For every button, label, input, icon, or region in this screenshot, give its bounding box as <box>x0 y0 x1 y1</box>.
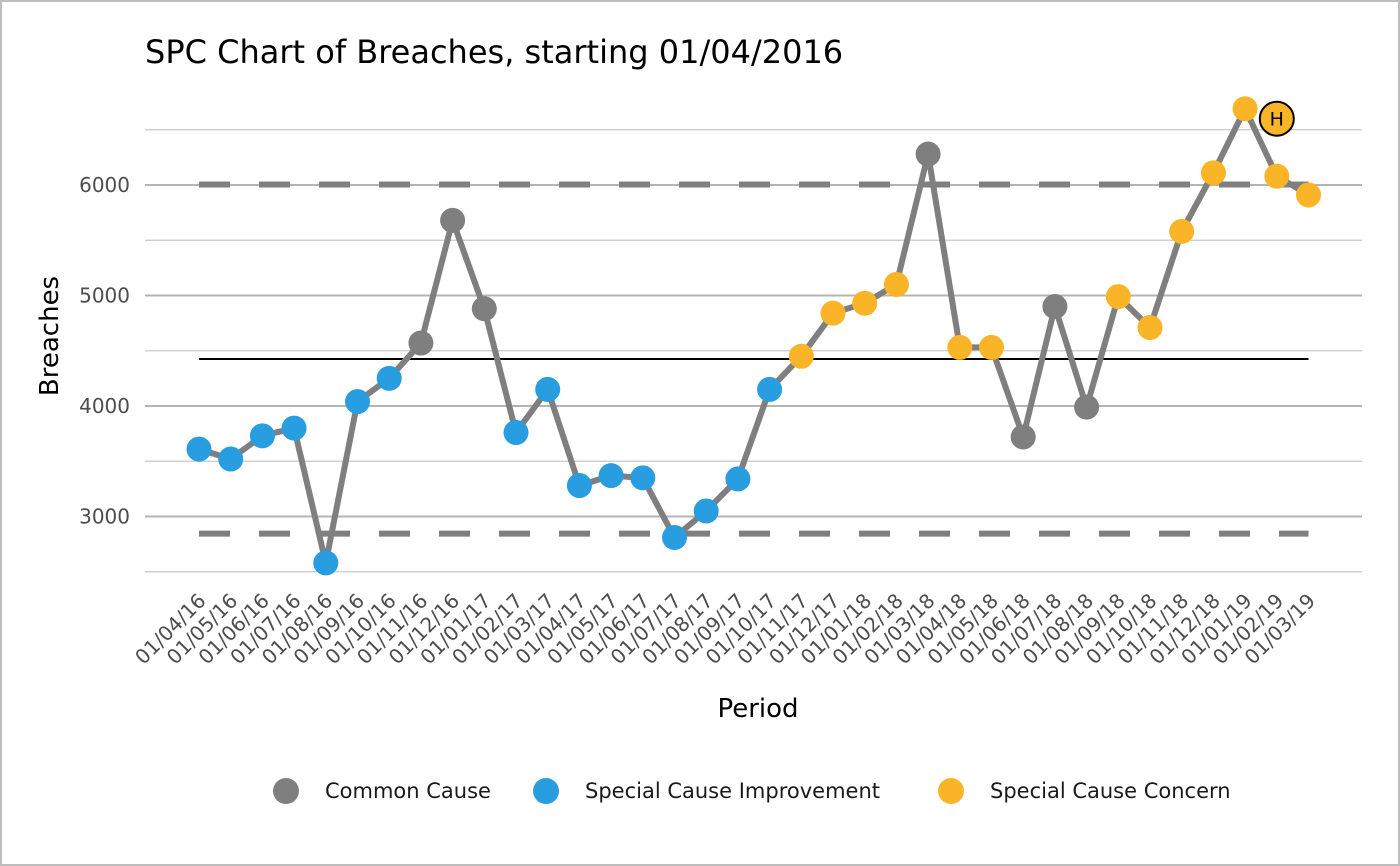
data-point-01/02/17 <box>503 420 529 446</box>
data-point-01/06/16 <box>249 423 275 449</box>
x-axis-ticks: 01/04/1601/05/1601/06/1601/07/1601/08/16… <box>130 589 1320 669</box>
data-point-01/09/16 <box>345 389 370 415</box>
data-point-01/12/18 <box>1200 160 1226 186</box>
data-point-01/03/19 <box>1296 182 1321 208</box>
data-point-01/08/18 <box>1074 394 1100 420</box>
y-tick-label: 6000 <box>79 173 130 197</box>
legend-label-concern: Special Cause Concern <box>990 779 1231 803</box>
legend-label-improvement: Special Cause Improvement <box>585 779 880 803</box>
data-points <box>186 96 1321 576</box>
y-axis-ticks: 3000 4000 5000 6000 <box>79 173 130 529</box>
legend-label-common: Common Cause <box>325 779 491 803</box>
control-limits <box>199 181 1309 537</box>
data-point-01/03/17 <box>535 376 561 402</box>
data-point-01/12/16 <box>440 207 466 233</box>
data-point-01/08/16 <box>313 550 339 576</box>
data-point-01/01/19 <box>1232 96 1258 122</box>
y-axis-title: Breaches <box>35 276 65 396</box>
data-point-01/06/18 <box>1010 424 1036 450</box>
data-point-01/01/18 <box>852 290 878 316</box>
y-tick-label: 4000 <box>79 394 130 418</box>
data-point-01/11/16 <box>408 330 434 356</box>
data-point-01/10/18 <box>1137 315 1163 341</box>
data-point-01/02/19 <box>1264 163 1290 189</box>
legend-swatch-concern <box>938 778 964 804</box>
annotation-marker: H <box>1258 100 1295 137</box>
chart-title: SPC Chart of Breaches, starting 01/04/20… <box>145 33 843 71</box>
data-point-01/11/18 <box>1169 218 1195 244</box>
y-tick-label: 5000 <box>79 284 130 308</box>
legend-swatch-common <box>273 778 299 804</box>
data-point-01/05/16 <box>218 446 244 472</box>
legend-swatch-improvement <box>533 778 559 804</box>
data-point-01/09/17 <box>725 466 751 492</box>
gridlines <box>145 129 1362 573</box>
legend: Common Cause Special Cause Improvement Spe… <box>273 778 1231 804</box>
data-point-01/11/17 <box>788 343 814 369</box>
data-point-01/07/16 <box>281 415 307 441</box>
data-point-01/04/16 <box>186 436 212 462</box>
data-point-01/12/17 <box>820 300 846 326</box>
data-point-01/05/18 <box>979 334 1004 360</box>
data-point-01/06/17 <box>630 465 656 491</box>
data-point-01/03/18 <box>915 141 941 167</box>
data-point-01/02/18 <box>883 271 909 297</box>
data-point-01/10/17 <box>757 376 783 402</box>
data-point-01/07/17 <box>662 524 687 550</box>
annotation-label: H <box>1270 109 1284 131</box>
data-point-01/04/17 <box>566 473 592 499</box>
data-point-01/08/17 <box>693 498 719 524</box>
data-point-01/05/17 <box>598 463 624 489</box>
annotation-circle <box>1258 100 1295 137</box>
data-point-01/09/18 <box>1105 284 1131 310</box>
data-point-01/10/16 <box>376 365 402 391</box>
data-point-01/01/17 <box>471 296 497 322</box>
y-tick-label: 3000 <box>79 505 130 529</box>
data-point-01/07/18 <box>1042 294 1068 320</box>
x-axis-title: Period <box>717 694 798 724</box>
data-point-01/04/18 <box>947 334 973 360</box>
